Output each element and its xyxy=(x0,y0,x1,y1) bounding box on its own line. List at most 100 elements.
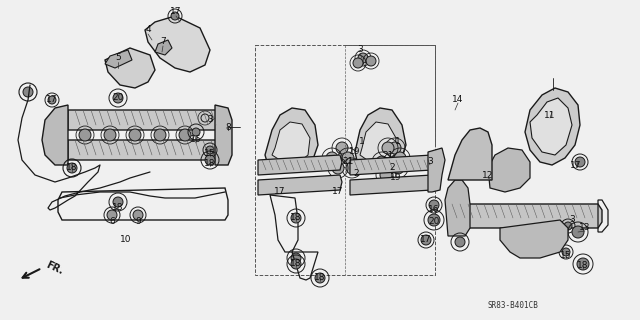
Circle shape xyxy=(179,129,191,141)
Polygon shape xyxy=(105,48,155,88)
Text: 18: 18 xyxy=(67,164,77,172)
Polygon shape xyxy=(258,155,342,175)
Text: 15: 15 xyxy=(560,251,572,260)
Circle shape xyxy=(346,162,358,174)
Text: 14: 14 xyxy=(452,95,464,105)
Text: 1: 1 xyxy=(359,138,365,147)
Text: 3: 3 xyxy=(427,157,433,166)
Circle shape xyxy=(23,87,33,97)
Polygon shape xyxy=(258,175,342,195)
Text: 2: 2 xyxy=(353,170,359,179)
Text: 17: 17 xyxy=(332,188,344,196)
Polygon shape xyxy=(145,16,210,72)
Text: 13: 13 xyxy=(579,223,591,233)
Text: 18: 18 xyxy=(577,261,589,270)
Text: 6: 6 xyxy=(109,218,115,227)
Circle shape xyxy=(206,146,214,154)
Text: 3: 3 xyxy=(569,215,575,225)
Circle shape xyxy=(562,248,570,256)
Circle shape xyxy=(205,155,215,165)
Circle shape xyxy=(291,213,301,223)
Text: 20: 20 xyxy=(428,218,440,227)
Circle shape xyxy=(577,258,589,270)
Text: 1: 1 xyxy=(395,138,401,147)
Circle shape xyxy=(113,197,123,207)
Text: 17: 17 xyxy=(46,95,58,105)
Bar xyxy=(255,45,435,275)
Circle shape xyxy=(326,152,338,164)
Circle shape xyxy=(104,129,116,141)
Text: 18: 18 xyxy=(112,204,124,212)
Text: 18: 18 xyxy=(291,260,301,268)
Circle shape xyxy=(291,259,301,269)
Circle shape xyxy=(154,129,166,141)
Circle shape xyxy=(572,226,584,238)
Text: 16: 16 xyxy=(190,135,202,145)
Polygon shape xyxy=(215,105,232,165)
Polygon shape xyxy=(448,204,602,228)
Polygon shape xyxy=(445,180,470,236)
Polygon shape xyxy=(68,110,220,130)
Circle shape xyxy=(133,210,143,220)
Text: 18: 18 xyxy=(204,158,216,167)
Polygon shape xyxy=(530,98,572,155)
Circle shape xyxy=(382,142,394,154)
Circle shape xyxy=(336,142,348,154)
Polygon shape xyxy=(500,220,568,258)
Polygon shape xyxy=(350,155,434,175)
Polygon shape xyxy=(272,122,310,163)
Circle shape xyxy=(380,169,392,181)
Circle shape xyxy=(192,128,200,136)
Text: 11: 11 xyxy=(544,110,556,119)
Circle shape xyxy=(79,129,91,141)
Text: 19: 19 xyxy=(390,173,402,182)
Text: 2: 2 xyxy=(389,163,395,172)
Text: 17: 17 xyxy=(570,161,582,170)
Circle shape xyxy=(564,222,572,230)
Text: 3: 3 xyxy=(357,45,363,54)
Circle shape xyxy=(575,157,585,167)
Polygon shape xyxy=(105,50,132,68)
Circle shape xyxy=(455,237,465,247)
Text: 5: 5 xyxy=(115,53,121,62)
Text: 4: 4 xyxy=(145,26,151,35)
Polygon shape xyxy=(428,148,445,192)
Circle shape xyxy=(48,96,56,104)
Text: 18: 18 xyxy=(291,213,301,222)
Circle shape xyxy=(394,152,406,164)
Text: 21: 21 xyxy=(382,150,394,159)
Circle shape xyxy=(428,214,440,226)
Text: 19: 19 xyxy=(349,148,361,156)
Text: 17: 17 xyxy=(420,236,432,244)
Circle shape xyxy=(353,58,363,68)
Circle shape xyxy=(342,152,354,164)
Circle shape xyxy=(389,142,401,154)
Circle shape xyxy=(315,273,325,283)
Text: 8: 8 xyxy=(225,123,231,132)
Circle shape xyxy=(366,56,376,66)
Circle shape xyxy=(376,156,388,168)
Polygon shape xyxy=(355,108,406,172)
Text: FR.: FR. xyxy=(44,260,65,276)
Text: 21: 21 xyxy=(342,157,354,166)
Circle shape xyxy=(421,235,431,245)
Text: 9: 9 xyxy=(135,218,141,227)
Text: 10: 10 xyxy=(120,236,132,244)
Polygon shape xyxy=(488,148,530,192)
Text: 17: 17 xyxy=(275,188,285,196)
Text: 16: 16 xyxy=(428,205,440,214)
Polygon shape xyxy=(68,140,220,160)
Text: SR83-B401CB: SR83-B401CB xyxy=(488,300,539,309)
Circle shape xyxy=(429,200,439,210)
Text: 18: 18 xyxy=(314,274,326,283)
Circle shape xyxy=(358,53,368,63)
Polygon shape xyxy=(265,108,318,172)
Text: 20: 20 xyxy=(112,93,124,102)
Circle shape xyxy=(291,253,301,263)
Circle shape xyxy=(107,210,117,220)
Polygon shape xyxy=(350,175,434,195)
Circle shape xyxy=(392,162,404,174)
Circle shape xyxy=(67,163,77,173)
Circle shape xyxy=(129,129,141,141)
Polygon shape xyxy=(155,40,172,55)
